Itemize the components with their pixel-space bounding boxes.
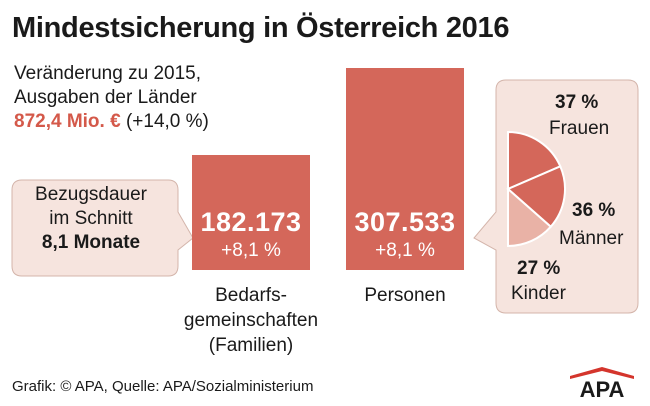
apa-logo-chevron <box>570 367 634 379</box>
pie-label-kinder: Kinder <box>511 283 566 304</box>
subtitle-line-2: Ausgaben der Länder <box>14 87 197 108</box>
category-label-line: gemeinschaften <box>183 310 319 331</box>
duration-value: 8,1 Monate <box>41 232 141 253</box>
pie-chart <box>506 130 566 248</box>
category-label-line: Bedarfs- <box>215 285 287 306</box>
duration-callout-shape <box>11 179 194 277</box>
apa-logo-text: APA <box>580 377 625 398</box>
subtitle-line-1: Veränderung zu 2015, <box>14 63 201 84</box>
bar-change-label: +8,1 % <box>221 240 281 261</box>
subtitle: Veränderung zu 2015, Ausgaben der Länder… <box>14 62 209 134</box>
category-label-line: Personen <box>364 285 446 306</box>
spending-change: (+14,0 %) <box>125 111 209 132</box>
apa-logo: APA <box>570 367 634 398</box>
pie-slice-kinder <box>507 186 553 248</box>
bar-personen: 307.533 +8,1 % <box>346 68 464 270</box>
chart-title: Mindestsicherung in Österreich 2016 <box>12 12 510 44</box>
duration-text: Bezugsdauer im Schnitt 8,1 Monate <box>12 183 170 255</box>
pie-value-kinder: 27 % <box>517 258 561 279</box>
pie-slice-maenner <box>506 165 566 229</box>
duration-line-2: im Schnitt <box>49 208 133 229</box>
bar-value-label: 182.173 <box>200 207 302 237</box>
spending-amount: 872,4 Mio. € <box>14 111 121 132</box>
bar-change-label: +8,1 % <box>375 240 435 261</box>
bar-category-label-bedarfsgemeinschaften: Bedarfs- gemeinschaften (Familien) <box>176 283 326 358</box>
duration-line-1: Bezugsdauer <box>35 184 147 205</box>
subtitle-line-3: 872,4 Mio. € (+14,0 %) <box>14 110 209 134</box>
pie-label-maenner: Männer <box>559 228 624 249</box>
pie-value-maenner: 36 % <box>572 200 616 221</box>
bar-category-label-personen: Personen <box>346 283 464 308</box>
source-credit: Grafik: © APA, Quelle: APA/Sozialministe… <box>12 378 314 395</box>
category-label-line: (Familien) <box>208 335 294 356</box>
pie-slice-frauen <box>507 130 562 191</box>
bar-bedarfsgemeinschaften: 182.173 +8,1 % <box>192 155 310 270</box>
bar-value-label: 307.533 <box>354 207 456 237</box>
pie-value-frauen: 37 % <box>555 92 599 113</box>
pie-label-frauen: Frauen <box>549 118 610 139</box>
